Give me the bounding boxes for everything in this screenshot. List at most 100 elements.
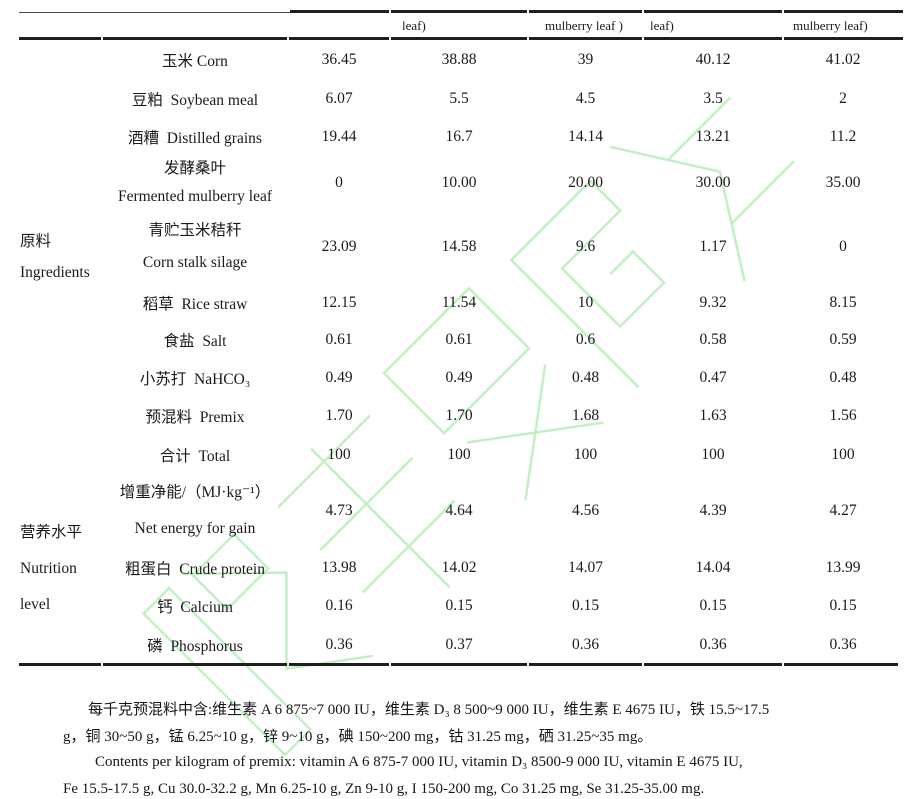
value-cell: 9.32 [699,293,727,311]
row-label: 预混料 Premix [145,409,245,426]
value-cell: 11.54 [441,293,477,311]
table-rule-header [289,37,389,40]
value-cell: 14.14 [568,128,603,145]
row-label: 青贮玉米秸秆 Corn stalk silage [142,222,248,271]
value-cell: 10 [577,293,594,311]
value-cell: 0.48 [571,369,600,386]
value-cell: 0 [839,238,847,255]
value-cell: 23.09 [321,238,357,255]
value-cell: 14.58 [441,238,477,255]
table-rule-bottom [529,663,642,666]
value-cell: 0.61 [445,331,473,348]
value-cell: 36.45 [321,50,357,68]
value-cell: 19.44 [321,128,357,145]
value-cell: 4.5 [575,90,596,107]
value-cell: 0.36 [829,635,857,653]
value-cell: 4.73 [325,502,353,519]
value-cell: 20.00 [568,174,603,191]
value-cell: 1.70 [325,407,353,424]
section-label-ingredients: 原料 Ingredients [20,232,90,281]
value-cell: 0.16 [325,597,353,614]
footnote-premix-cn-line2: g，铜 30~50 g，锰 6.25~10 g，锌 9~10 g，碘 150~2… [63,728,653,745]
value-cell: 4.27 [829,502,857,519]
value-cell: 1.17 [699,238,727,255]
table-rule-bottom [289,663,389,666]
value-cell: 9.6 [575,238,596,255]
value-cell: 16.7 [445,128,473,145]
table-rule-bottom [784,663,898,666]
value-cell: 0.6 [575,331,596,348]
value-cell: 13.99 [825,558,861,576]
value-cell: 8.15 [829,293,857,311]
footnote-premix-en-line1: Contents per kilogram of premix: vitamin… [95,753,743,770]
value-cell: 1.70 [445,407,473,424]
table-rule-bottom [644,663,782,666]
value-cell: 100 [327,445,351,463]
table-rule-header [391,37,527,40]
table-rule-header [644,37,782,40]
value-cell: 3.5 [703,90,723,107]
row-label: 酒糟 Distilled grains [128,130,262,147]
value-cell: 1.56 [829,407,857,424]
value-cell: 13.98 [321,558,357,576]
value-cell: 0.58 [699,331,727,348]
column-header-fragment: leaf) [650,18,674,33]
value-cell: 0.36 [699,635,727,653]
row-label: 发酵桑叶 Fermented mulberry leaf [117,160,273,205]
table-rule-header [103,37,287,40]
column-header-fragment: mulberry leaf ) [545,18,623,33]
row-label: 合计 Total [159,447,231,465]
value-cell: 40.12 [695,50,731,68]
value-cell: 0.15 [829,597,857,614]
value-cell: 100 [831,445,855,463]
row-label: 玉米 Corn [162,52,228,70]
table-rule-top [644,10,782,13]
value-cell: 39 [577,50,594,68]
value-cell: 100 [573,445,598,463]
table-rule-top [784,10,903,13]
table-rule-bottom [19,663,101,666]
value-cell: 0.48 [829,369,857,386]
column-header-fragment: leaf) [402,18,426,33]
value-cell: 38.88 [441,50,477,68]
feed-formula-table: 原料 Ingredients 营养水平 Nutrition level 玉米 C… [19,39,903,664]
value-cell: 14.07 [568,558,603,576]
value-cell: 0.15 [699,597,727,614]
value-cell: 4.64 [445,502,473,519]
value-cell: 0 [335,174,343,191]
table-rule-top-thin [19,12,290,13]
value-cell: 0.15 [571,597,600,614]
value-cell: 0.49 [325,369,353,386]
value-cell: 10.00 [441,174,477,191]
value-cell: 0.61 [325,331,353,348]
table-rule-top [529,10,642,13]
value-cell: 0.36 [325,635,353,653]
row-label: 钙 Calcium [157,599,233,616]
table-rule-header [19,37,101,40]
table-rule-top [290,10,389,13]
value-cell: 4.56 [571,502,600,519]
value-cell: 0.59 [829,331,857,348]
column-header-fragment: mulberry leaf) [793,18,868,33]
value-cell: 0.36 [571,635,600,653]
value-cell: 1.63 [699,407,727,424]
row-label: 小苏打 NaHCO₃ [139,371,251,388]
row-label: 豆粕 Soybean meal [131,92,259,109]
value-cell: 41.02 [825,50,861,68]
value-cell: 30.00 [695,174,731,191]
row-label: 粗蛋白 Crude protein [125,560,265,578]
footnote-premix-en-line2: Fe 15.5-17.5 g, Cu 30.0-32.2 g, Mn 6.25-… [63,780,705,797]
value-cell: 100 [447,445,471,463]
value-cell: 5.5 [449,90,469,107]
value-cell: 100 [701,445,725,463]
row-label: 食盐 Salt [163,333,227,350]
table-rule-header [529,37,642,40]
value-cell: 0.15 [445,597,473,614]
row-label: 磷 Phosphorus [147,637,243,655]
table-rule-bottom [391,663,527,666]
value-cell: 1.68 [571,407,600,424]
row-label: 增重净能/（MJ·kg⁻¹） Net energy for gain [119,484,271,537]
table-rule-header [784,37,903,40]
